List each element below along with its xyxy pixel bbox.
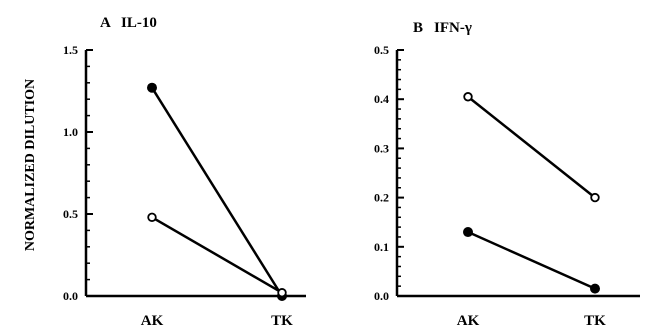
panel-a-il10: A IL-10 0.0 0.5 1.0 1.5 AK TK — [63, 15, 306, 329]
x-category-label: AK — [457, 313, 480, 329]
y-tick-label: 0.3 — [374, 141, 389, 155]
data-point-open — [277, 288, 287, 298]
series-line — [467, 95, 596, 199]
data-point-filled — [147, 82, 157, 93]
y-tick-label: 0.0 — [63, 289, 78, 303]
series-line — [467, 230, 596, 290]
x-category-label: TK — [271, 313, 293, 329]
series-line — [150, 87, 284, 297]
y-tick-label: 0.5 — [63, 207, 78, 221]
y-tick-label: 1.5 — [63, 43, 78, 57]
data-point-filled — [463, 227, 473, 238]
y-tick-label: 0.0 — [374, 289, 389, 303]
panel-b-letter: B — [413, 20, 423, 36]
x-category-label: AK — [141, 313, 164, 329]
data-point-open — [590, 192, 600, 203]
y-tick-label: 0.2 — [374, 191, 389, 205]
panel-b-ifn-gamma: B IFN-γ 0.0 0.1 0.2 0.3 0.4 0.5 AK TK — [374, 20, 640, 329]
panel-a-letter: A — [100, 15, 111, 31]
y-tick-label: 0.5 — [374, 43, 389, 57]
data-point-open — [463, 92, 473, 102]
y-tick-label: 1.0 — [63, 125, 78, 139]
data-point-filled — [590, 283, 600, 294]
x-category-label: TK — [584, 313, 606, 329]
data-point-open — [147, 212, 157, 222]
y-axis-label: NORMALIZED DILUTION — [23, 79, 38, 251]
y-tick-label: 0.1 — [374, 240, 389, 254]
series-line — [151, 216, 283, 294]
y-tick-label: 0.4 — [374, 92, 389, 106]
panel-a-title: IL-10 — [121, 15, 157, 31]
panel-b-title: IFN-γ — [434, 20, 472, 36]
